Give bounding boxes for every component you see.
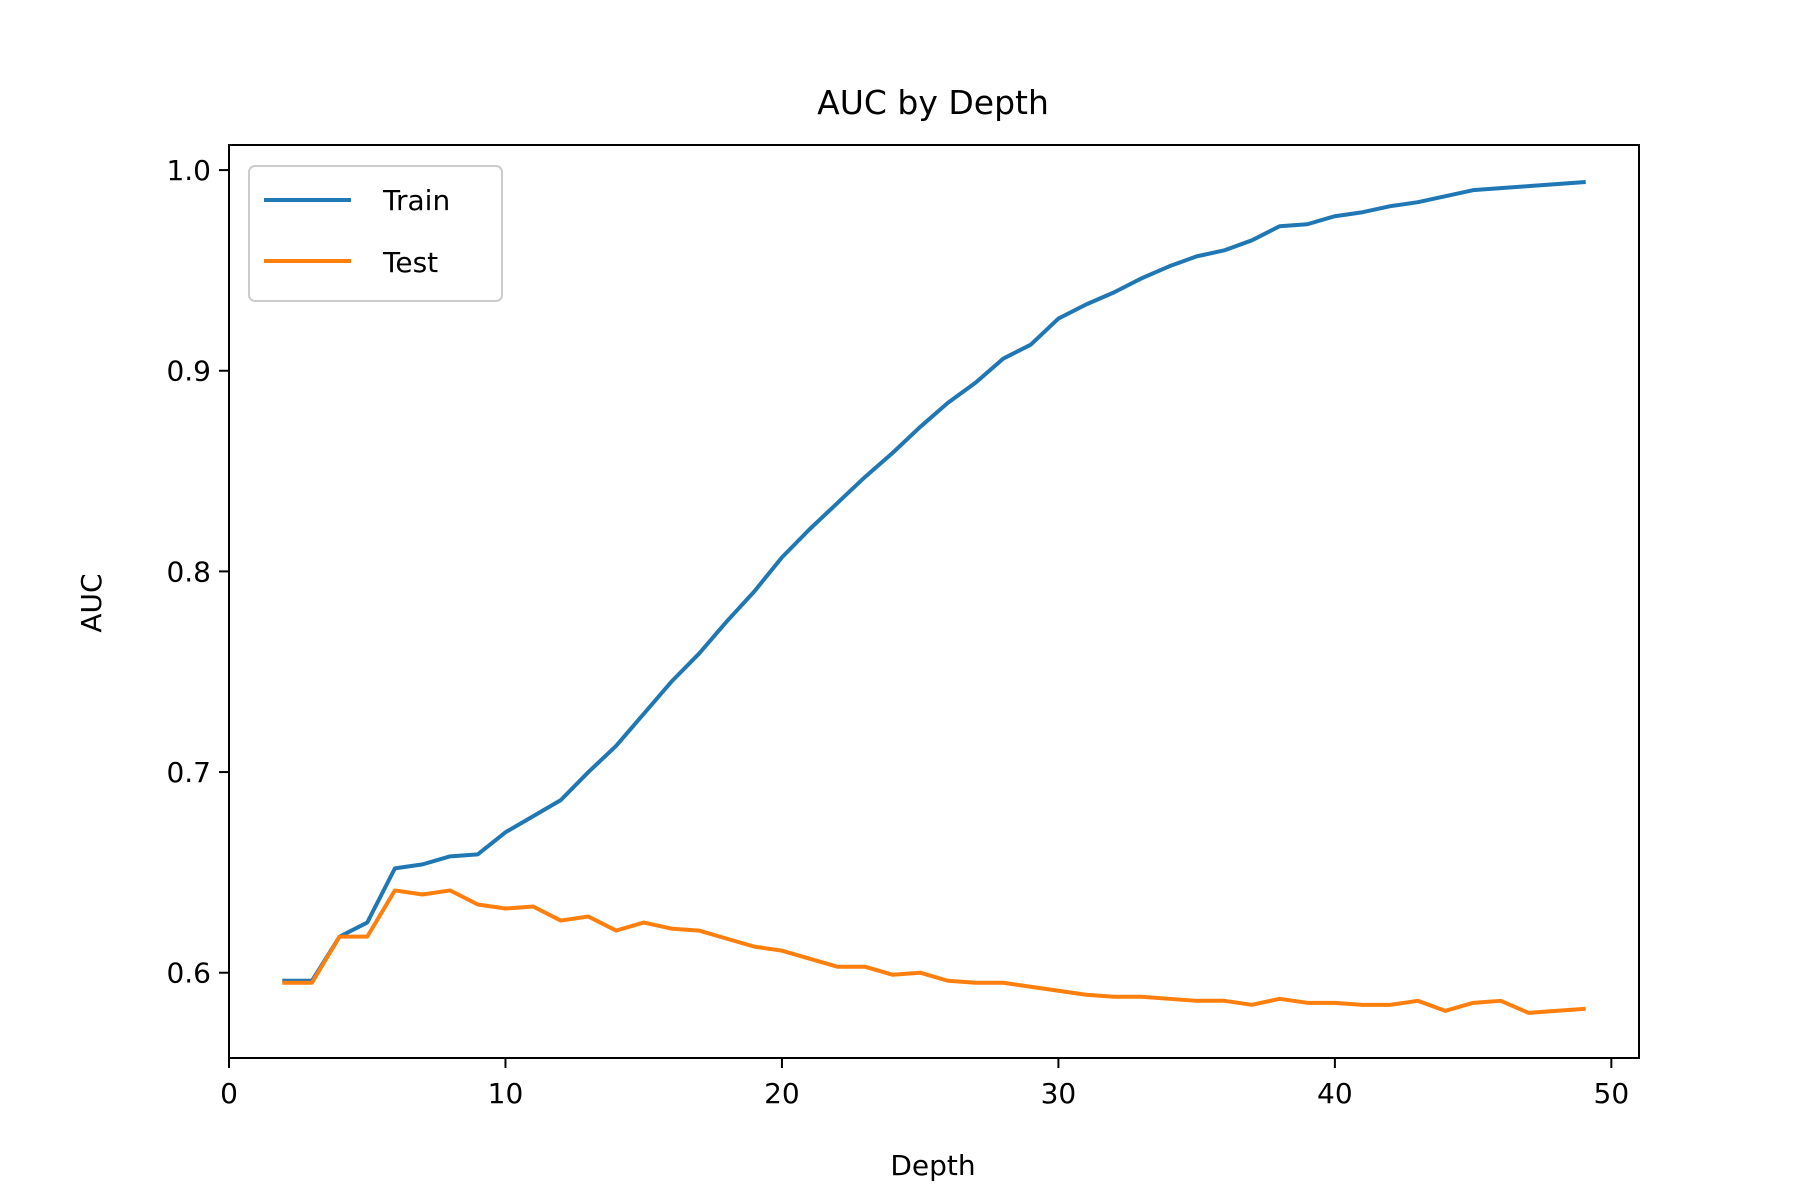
x-tick-label: 20 xyxy=(764,1077,800,1110)
legend: Train Test xyxy=(248,165,503,302)
series-line-test xyxy=(282,888,1586,1015)
chart-title: AUC by Depth xyxy=(817,83,1049,122)
series-group xyxy=(282,179,1586,1015)
x-tick-label: 40 xyxy=(1317,1077,1353,1110)
y-tick-label: 0.7 xyxy=(166,756,211,789)
plot-frame xyxy=(228,144,1640,1059)
y-tick-label: 0.9 xyxy=(166,355,211,388)
y-tick-label: 0.6 xyxy=(166,957,211,990)
y-tick-label: 1.0 xyxy=(166,154,211,187)
legend-label-test: Test xyxy=(382,246,438,279)
series-line-train xyxy=(282,179,1586,983)
x-tick-label: 50 xyxy=(1594,1077,1630,1110)
y-tick-label: 0.8 xyxy=(166,555,211,588)
x-axis-label: Depth xyxy=(890,1149,975,1182)
legend-label-train: Train xyxy=(382,184,450,217)
x-tick-label: 0 xyxy=(220,1077,238,1110)
y-axis: 0.6 0.7 0.8 0.9 1.0 xyxy=(166,154,229,990)
legend-box xyxy=(248,165,503,302)
x-tick-label: 10 xyxy=(488,1077,524,1110)
x-axis: 0 10 20 30 40 50 xyxy=(220,1058,1629,1110)
y-axis-label: AUC xyxy=(75,573,108,632)
x-tick-label: 30 xyxy=(1041,1077,1077,1110)
plot-area: 0 10 20 30 40 50 0.6 0.7 0.8 0.9 1.0 xyxy=(166,144,1640,1110)
